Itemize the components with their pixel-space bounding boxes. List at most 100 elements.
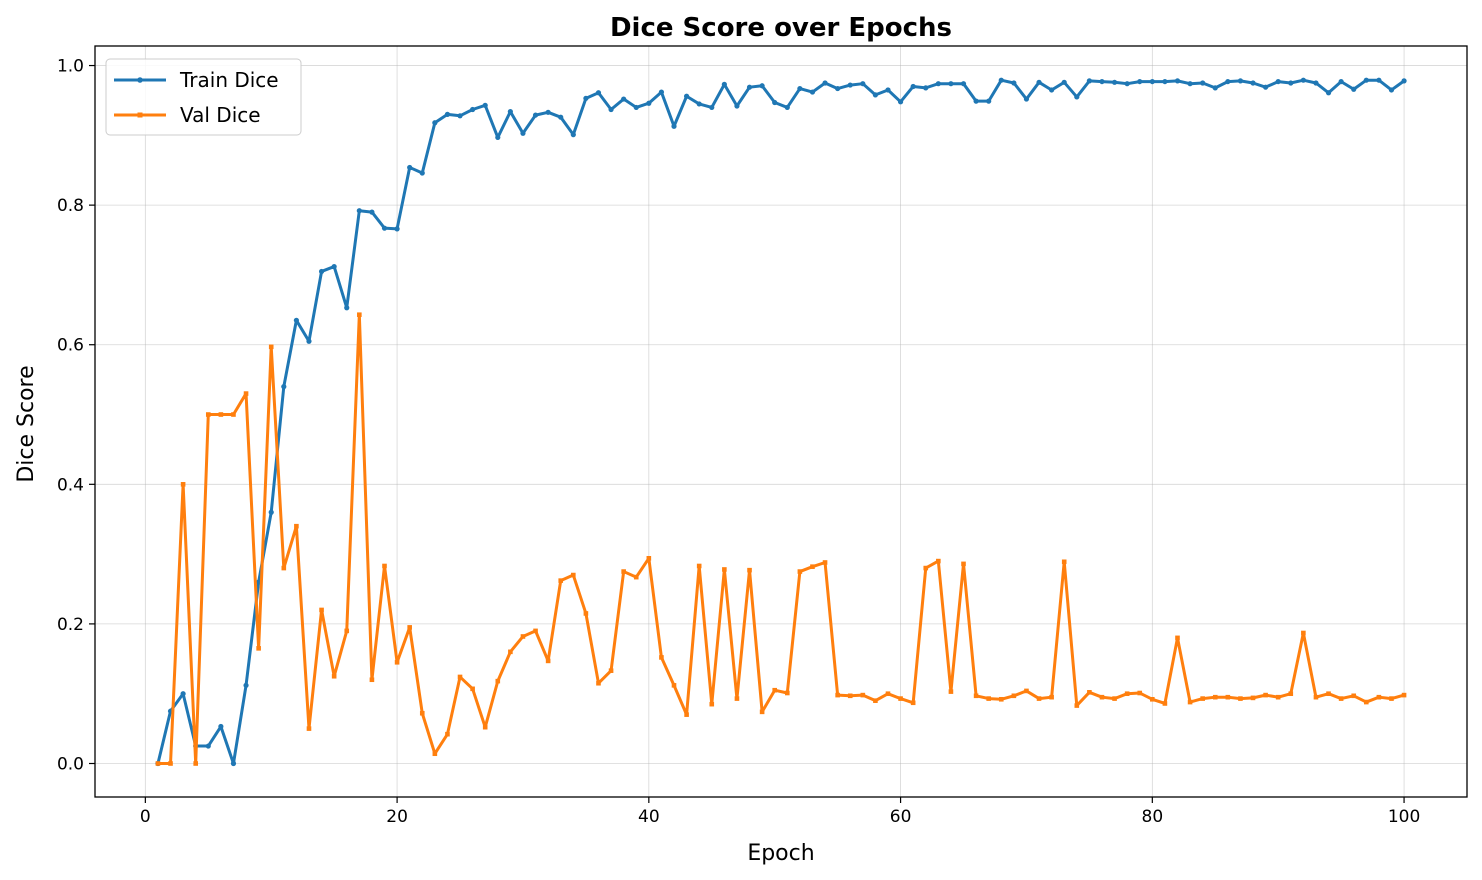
data-point: [822, 80, 828, 86]
data-point: [772, 687, 778, 693]
data-point: [1187, 81, 1193, 87]
legend: Train Dice Val Dice: [105, 58, 302, 136]
data-point: [810, 564, 815, 569]
data-point: [1351, 693, 1357, 699]
data-point: [633, 574, 639, 580]
data-point: [1162, 78, 1168, 85]
data-point: [998, 77, 1004, 83]
data-point: [646, 555, 652, 561]
data-point: [1212, 85, 1218, 91]
data-point: [1212, 694, 1218, 700]
data-point: [407, 625, 412, 630]
data-point: [344, 628, 350, 634]
data-point: [470, 106, 476, 113]
data-point: [1111, 79, 1118, 85]
y-tick-label: 0.4: [57, 475, 84, 495]
data-point: [180, 691, 186, 697]
data-point: [1225, 694, 1231, 700]
data-point: [381, 225, 388, 231]
data-point: [281, 384, 287, 390]
data-point: [986, 98, 992, 104]
data-point: [948, 689, 954, 694]
axis-ticks: 0 20 40 60 80 100 0.0 0.2 0.4 0.6 0.8 1.0: [57, 57, 1420, 827]
data-point: [1137, 78, 1143, 85]
data-point: [268, 509, 274, 515]
data-point: [1250, 695, 1256, 701]
data-point: [180, 482, 186, 487]
legend-marker: [137, 112, 143, 118]
data-point: [1376, 77, 1382, 83]
data-point: [721, 81, 727, 87]
data-point: [885, 691, 891, 697]
data-point: [1275, 694, 1281, 700]
y-tick-label: 1.0: [57, 57, 84, 77]
data-point: [784, 104, 790, 111]
data-point: [394, 226, 400, 232]
data-point: [684, 712, 689, 717]
y-tick-label: 0.0: [57, 754, 84, 774]
data-point: [1112, 696, 1117, 701]
data-point: [595, 90, 602, 96]
data-point: [1149, 78, 1155, 85]
y-tick-label: 0.8: [57, 196, 84, 216]
data-point: [746, 84, 753, 90]
x-tick-label: 20: [386, 807, 408, 827]
data-point: [457, 674, 463, 680]
data-point: [885, 87, 891, 93]
series-train-dice: [155, 77, 1407, 767]
data-point: [759, 83, 765, 89]
data-point: [168, 761, 173, 766]
data-point: [898, 696, 903, 701]
data-point: [1237, 78, 1244, 84]
data-point: [1124, 81, 1130, 87]
data-point: [545, 658, 551, 664]
data-point: [470, 686, 475, 692]
data-point: [444, 111, 451, 117]
data-point: [445, 731, 450, 737]
data-point: [570, 132, 576, 138]
data-point: [1363, 77, 1369, 83]
data-point: [998, 696, 1004, 702]
data-point: [1124, 691, 1130, 697]
legend-label: Val Dice: [180, 103, 261, 127]
y-tick-label: 0.2: [57, 615, 84, 635]
data-point: [1137, 690, 1143, 696]
data-point: [1389, 696, 1394, 701]
data-point: [910, 700, 916, 706]
data-point: [1200, 696, 1205, 701]
data-point: [961, 561, 966, 567]
data-point: [935, 81, 941, 87]
data-point: [709, 104, 715, 111]
data-point: [318, 268, 325, 275]
data-point: [230, 760, 237, 767]
series-line-train-dice: [156, 78, 1406, 765]
data-point: [1175, 635, 1180, 641]
data-point: [671, 683, 677, 688]
data-point: [1388, 87, 1395, 93]
data-point: [1162, 701, 1168, 706]
data-point: [973, 693, 979, 699]
data-point: [897, 99, 904, 105]
data-point: [1325, 90, 1332, 96]
data-point: [382, 563, 387, 569]
data-point: [759, 709, 765, 715]
data-point: [394, 659, 400, 665]
data-point: [923, 85, 929, 91]
x-tick-label: 100: [1388, 807, 1420, 827]
data-point: [696, 101, 702, 107]
data-point: [1376, 694, 1382, 700]
data-point: [960, 81, 967, 87]
data-point: [243, 391, 249, 396]
legend-label: Train Dice: [179, 68, 279, 92]
x-tick-label: 60: [890, 807, 912, 827]
data-point: [558, 578, 564, 583]
data-point: [419, 170, 425, 176]
data-point: [331, 263, 337, 270]
data-point: [294, 523, 299, 529]
data-point: [268, 344, 274, 350]
data-point: [722, 567, 727, 572]
data-point: [973, 98, 979, 104]
data-point: [1238, 696, 1243, 701]
data-point: [1174, 78, 1181, 84]
